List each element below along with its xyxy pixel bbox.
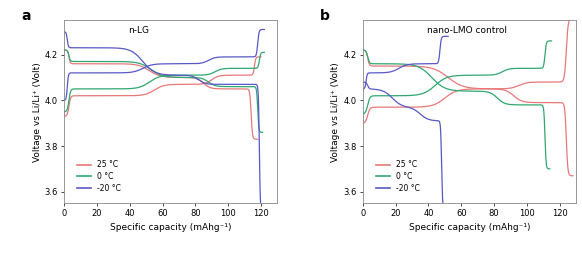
- Text: a: a: [22, 9, 31, 23]
- Y-axis label: Voltage vs Li/Li⁺ (Volt): Voltage vs Li/Li⁺ (Volt): [33, 62, 42, 162]
- Text: b: b: [320, 9, 330, 23]
- Text: nano-LMO control: nano-LMO control: [427, 26, 507, 35]
- Legend: 25 °C, 0 °C, -20 °C: 25 °C, 0 °C, -20 °C: [373, 157, 423, 196]
- Y-axis label: Voltage vs Li/Li⁺ (Volt): Voltage vs Li/Li⁺ (Volt): [331, 62, 340, 162]
- Legend: 25 °C, 0 °C, -20 °C: 25 °C, 0 °C, -20 °C: [74, 157, 124, 196]
- X-axis label: Specific capacity (mAhg⁻¹): Specific capacity (mAhg⁻¹): [110, 223, 232, 232]
- X-axis label: Specific capacity (mAhg⁻¹): Specific capacity (mAhg⁻¹): [409, 223, 530, 232]
- Text: n-LG: n-LG: [128, 26, 149, 35]
